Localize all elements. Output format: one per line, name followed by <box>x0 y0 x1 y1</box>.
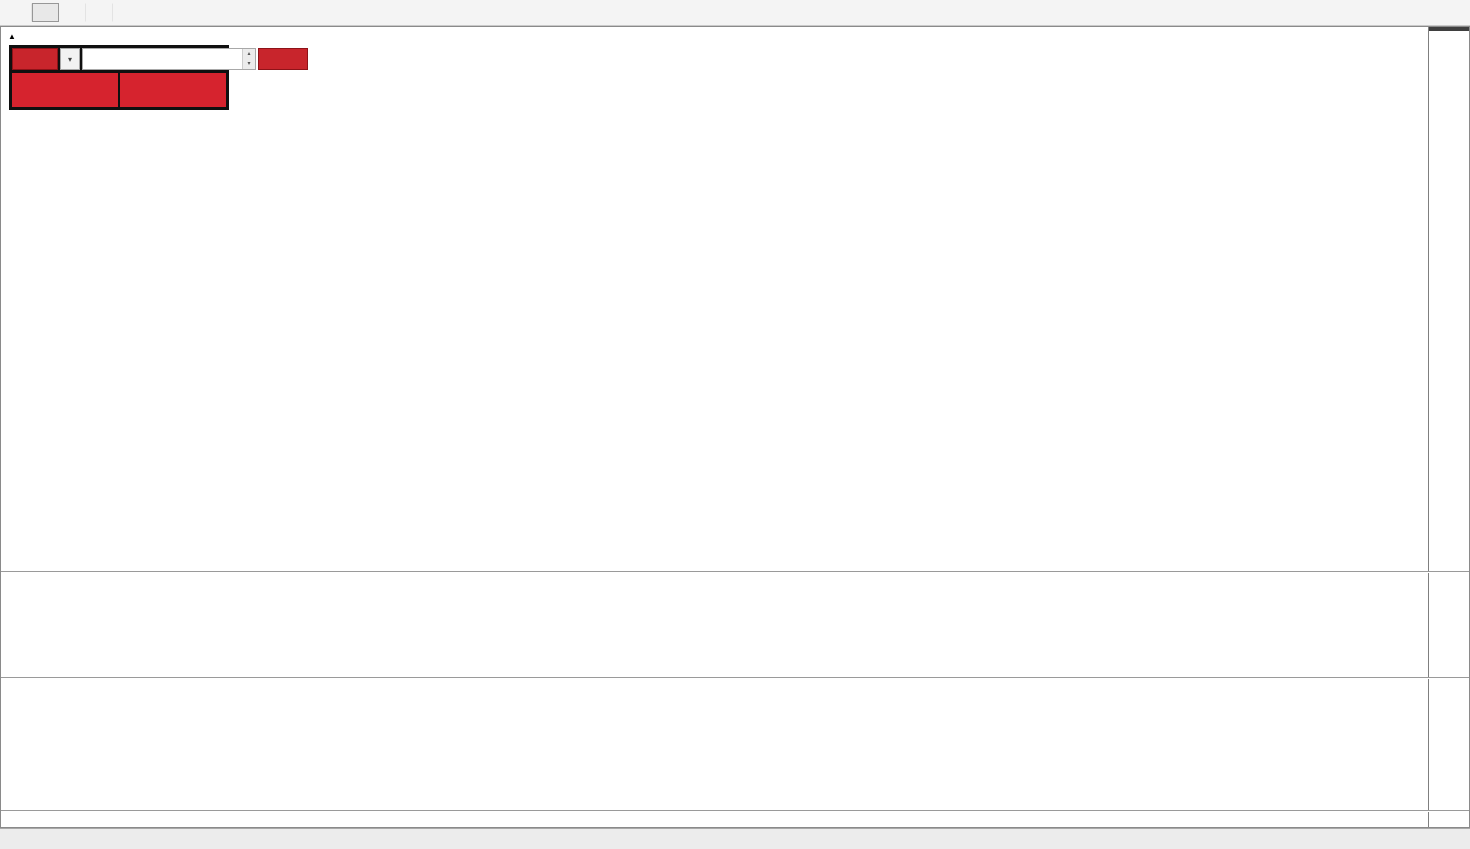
timeframe-mn-button[interactable] <box>86 3 113 22</box>
pane-separator[interactable] <box>1 677 1469 679</box>
buy-button[interactable] <box>258 48 308 70</box>
lot-spinner: ▴ ▾ <box>242 49 255 69</box>
chart-header: ▲ <box>8 31 46 42</box>
pane-separator[interactable] <box>1 571 1469 573</box>
price-axis[interactable] <box>1428 27 1469 827</box>
timeframe-w1-button[interactable] <box>59 3 86 22</box>
lot-size-input[interactable] <box>83 49 242 69</box>
rsi-pane[interactable] <box>1 679 1428 810</box>
one-click-trading-panel: ▾ ▴ ▾ <box>9 45 308 110</box>
timeframe-toolbar <box>0 0 1470 26</box>
chart-symbol-icon: ▲ <box>8 32 16 41</box>
lot-increase-button[interactable]: ▴ <box>243 49 255 59</box>
date-axis[interactable] <box>1 812 1428 827</box>
rsi-label <box>8 682 13 693</box>
chart-window: ▲ ▾ ▴ ▾ <box>0 26 1470 828</box>
lot-size-field: ▴ ▾ <box>82 48 256 70</box>
lot-dropdown-button[interactable]: ▾ <box>60 48 80 70</box>
sell-price-button[interactable] <box>12 73 118 107</box>
timeframe-d1-button[interactable] <box>32 3 59 22</box>
buy-price-button[interactable] <box>120 73 226 107</box>
macd-pane[interactable] <box>1 573 1428 677</box>
lot-decrease-button[interactable]: ▾ <box>243 59 255 69</box>
timeframe-h4-button[interactable] <box>5 3 32 22</box>
sell-button[interactable] <box>12 48 58 70</box>
pane-separator[interactable] <box>1 810 1469 812</box>
chevron-down-icon: ▾ <box>67 54 72 64</box>
macd-label <box>8 576 18 587</box>
chart-tabs-bar <box>0 828 1470 849</box>
trade-panel-controls: ▾ ▴ ▾ <box>12 48 308 70</box>
current-price-badge <box>1429 27 1469 31</box>
trade-panel-prices <box>12 73 226 107</box>
